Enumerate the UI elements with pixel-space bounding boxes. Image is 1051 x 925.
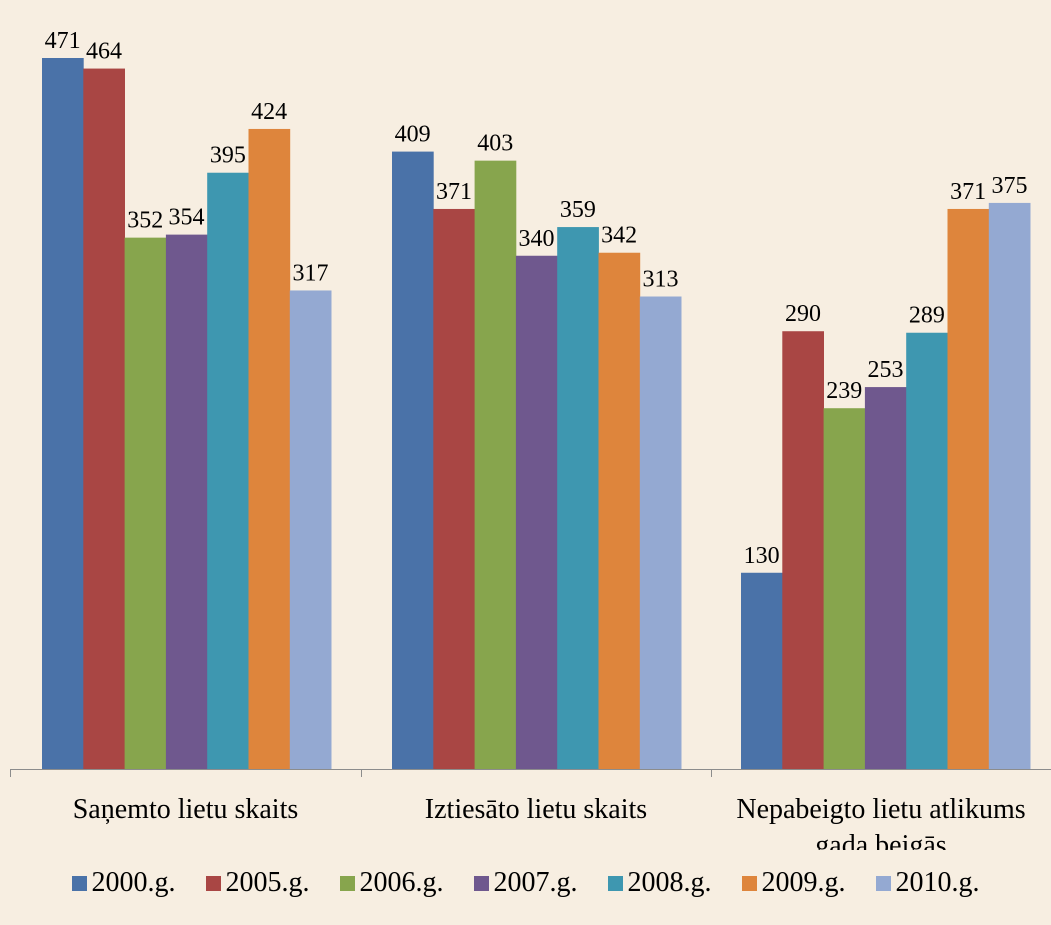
- legend-item: 2000.g.: [71, 867, 176, 899]
- legend-swatch: [875, 875, 891, 891]
- data-label: 354: [169, 205, 205, 231]
- data-label: 340: [519, 226, 555, 252]
- legend-item: 2006.g.: [339, 867, 444, 899]
- data-label: 239: [826, 378, 862, 404]
- bar-2005g-1: [433, 208, 475, 769]
- data-label: 371: [950, 179, 986, 205]
- data-label: 403: [477, 131, 513, 157]
- legend-label: 2005.g.: [225, 867, 310, 898]
- data-label: 464: [86, 39, 122, 65]
- legend-label: 2007.g.: [493, 867, 578, 898]
- legend-swatch: [741, 875, 757, 891]
- chart-plot: 471 409 130 464 371 290 352 403 239 354 340 253 395 3…: [10, 28, 1051, 850]
- bar-2010g-0: [289, 290, 332, 769]
- bar-2006g-0: [124, 237, 167, 769]
- legend-item: 2009.g.: [741, 867, 846, 899]
- data-label: 313: [642, 267, 678, 293]
- bar-2007g-2: [864, 387, 907, 769]
- legend-item: 2010.g.: [875, 867, 980, 899]
- data-label: 409: [395, 122, 431, 148]
- legend-label: 2009.g.: [761, 867, 846, 898]
- data-label: 253: [868, 357, 904, 383]
- data-label: 289: [909, 303, 945, 329]
- x-tick-label: Iztiesāto lietu skaits: [425, 794, 647, 825]
- legend-swatch: [473, 875, 489, 891]
- data-label: 375: [991, 173, 1027, 199]
- data-label: 424: [251, 99, 287, 125]
- data-label: 352: [127, 208, 163, 234]
- bar-2009g-0: [248, 128, 291, 770]
- x-tick-label: gada beigās: [815, 830, 946, 850]
- legend: 2000.g. 2005.g. 2006.g. 2007.g. 2008.g. 2009.…: [0, 858, 1051, 908]
- data-label: 471: [45, 28, 81, 54]
- bar-2010g-1: [639, 296, 682, 769]
- legend-label: 2010.g.: [895, 867, 980, 898]
- bar-2008g-0: [207, 172, 249, 769]
- bar-2006g-1: [474, 160, 517, 770]
- x-tick-label: Saņemto lietu skaits: [73, 794, 299, 825]
- bar-2009g-1: [598, 252, 641, 769]
- legend-swatch: [607, 875, 623, 891]
- bar-2000g-1: [392, 151, 434, 770]
- bar-2005g-0: [83, 68, 125, 769]
- legend-item: 2005.g.: [205, 867, 310, 899]
- x-tick-label: Nepabeigto lietu atlikums: [736, 794, 1025, 825]
- data-label: 290: [785, 301, 821, 327]
- data-label: 130: [744, 543, 780, 569]
- bar-2007g-0: [165, 234, 208, 770]
- bar-2005g-2: [782, 331, 824, 769]
- legend-swatch: [71, 875, 87, 891]
- bar-2006g-2: [823, 408, 866, 769]
- data-label: 371: [436, 179, 472, 205]
- data-label: 317: [292, 260, 328, 286]
- bar-2009g-2: [947, 208, 990, 769]
- bar-2010g-2: [988, 202, 1031, 770]
- legend-label: 2000.g.: [91, 867, 176, 898]
- legend-swatch: [205, 875, 221, 891]
- legend-item: 2007.g.: [473, 867, 578, 899]
- bar-2000g-2: [741, 572, 783, 769]
- bar-2007g-1: [515, 255, 558, 769]
- legend-label: 2006.g.: [359, 867, 444, 898]
- data-label: 359: [560, 197, 596, 223]
- bar-2008g-1: [557, 227, 599, 769]
- legend-label: 2008.g.: [627, 867, 712, 898]
- data-label: 395: [210, 143, 246, 169]
- bar-2008g-2: [906, 332, 948, 769]
- legend-item: 2008.g.: [607, 867, 712, 899]
- legend-swatch: [339, 875, 355, 891]
- data-label: 342: [601, 223, 637, 249]
- bar-2000g-0: [42, 58, 84, 769]
